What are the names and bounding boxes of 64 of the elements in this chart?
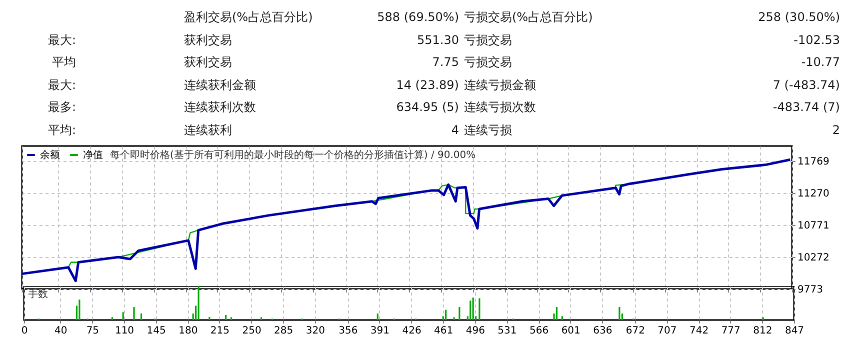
text: 634.95 (5) — [396, 100, 459, 114]
text: 连续亏损 — [464, 122, 512, 136]
text: 亏损交易(%占总百分比) — [464, 10, 593, 24]
x-tick-label: 426 — [402, 326, 422, 336]
x-tick-label: 566 — [530, 326, 549, 336]
x-tick-label: 847 — [784, 326, 804, 336]
text: 平均 — [52, 55, 76, 69]
y-tick-label: 10771 — [798, 220, 830, 232]
text: 获利交易 — [184, 32, 232, 46]
text: 平均: — [48, 122, 76, 136]
text: 14 (23.89) — [396, 78, 459, 92]
x-tick-label: 110 — [114, 326, 134, 336]
x-tick-label: 75 — [86, 326, 100, 336]
x-tick-label: 496 — [466, 326, 485, 336]
text: 最多: — [48, 100, 76, 114]
text: 最大: — [48, 78, 76, 92]
x-tick-label: 636 — [593, 326, 612, 336]
x-tick-label: 250 — [242, 326, 262, 336]
x-tick-label: 531 — [498, 326, 517, 336]
text: 最大: — [48, 32, 76, 46]
y-tick-label: 9773 — [798, 284, 823, 296]
text: 获利交易 — [184, 55, 232, 69]
text: -10.77 — [801, 55, 840, 69]
text: -483.74 (7) — [772, 100, 840, 114]
x-tick-label: 40 — [54, 326, 68, 336]
text: 2 — [832, 122, 840, 136]
x-tick-label: 707 — [658, 326, 677, 336]
y-tick-label: 11270 — [798, 188, 830, 200]
text: 盈利交易(%占总百分比) — [184, 10, 313, 24]
text: 551.30 — [417, 32, 459, 46]
x-tick-label: 812 — [753, 326, 772, 336]
text: 258 (30.50%) — [758, 10, 840, 24]
x-tick-label: 742 — [690, 326, 709, 336]
x-tick-label: 0 — [21, 326, 28, 336]
text: -102.53 — [794, 32, 840, 46]
x-tick-label: 356 — [338, 326, 358, 336]
text: 588 (69.50%) — [377, 10, 459, 24]
x-tick-label: 391 — [370, 326, 390, 336]
legend-label: 余额 — [40, 149, 60, 161]
x-tick-label: 777 — [721, 326, 740, 336]
x-tick-label: 285 — [274, 326, 294, 336]
text: 连续获利次数 — [184, 100, 256, 114]
x-tick-label: 320 — [306, 326, 325, 336]
text: 连续获利 — [184, 122, 232, 136]
x-tick-label: 601 — [561, 326, 580, 336]
text: 亏损交易 — [464, 32, 512, 46]
x-tick-label: 145 — [146, 326, 166, 336]
legend-label: 净值 — [83, 149, 103, 161]
text: 连续亏损次数 — [464, 100, 536, 114]
x-tick-label: 180 — [178, 326, 198, 336]
text: 7.75 — [432, 55, 459, 69]
chart-title: 手数 — [28, 288, 48, 300]
x-tick-label: 461 — [434, 326, 454, 336]
chart-title: 每个即时价格(基于所有可利用的最小时段的每一个价格的分形插值计算) / 90.00% — [110, 149, 476, 161]
text: 连续获利金额 — [184, 78, 256, 92]
x-tick-label: 672 — [626, 326, 645, 336]
text: 7 (-483.74) — [772, 78, 840, 92]
x-tick-label: 215 — [210, 326, 230, 336]
y-tick-label: 11769 — [798, 156, 830, 168]
text: 亏损交易 — [464, 55, 512, 69]
text: 4 — [451, 122, 459, 136]
text: 连续亏损金额 — [464, 78, 536, 92]
y-tick-label: 10272 — [798, 252, 830, 264]
line-series — [20, 158, 792, 282]
